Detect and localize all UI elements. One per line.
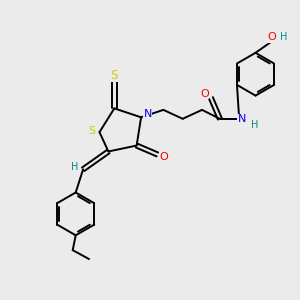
Text: O: O (268, 32, 276, 42)
Text: N: N (238, 114, 246, 124)
Text: H: H (251, 120, 258, 130)
Text: S: S (88, 126, 96, 136)
Text: N: N (143, 109, 152, 119)
Text: O: O (160, 152, 168, 162)
Text: H: H (70, 162, 78, 172)
Text: S: S (111, 69, 118, 82)
Text: O: O (200, 88, 209, 98)
Text: H: H (280, 32, 287, 42)
